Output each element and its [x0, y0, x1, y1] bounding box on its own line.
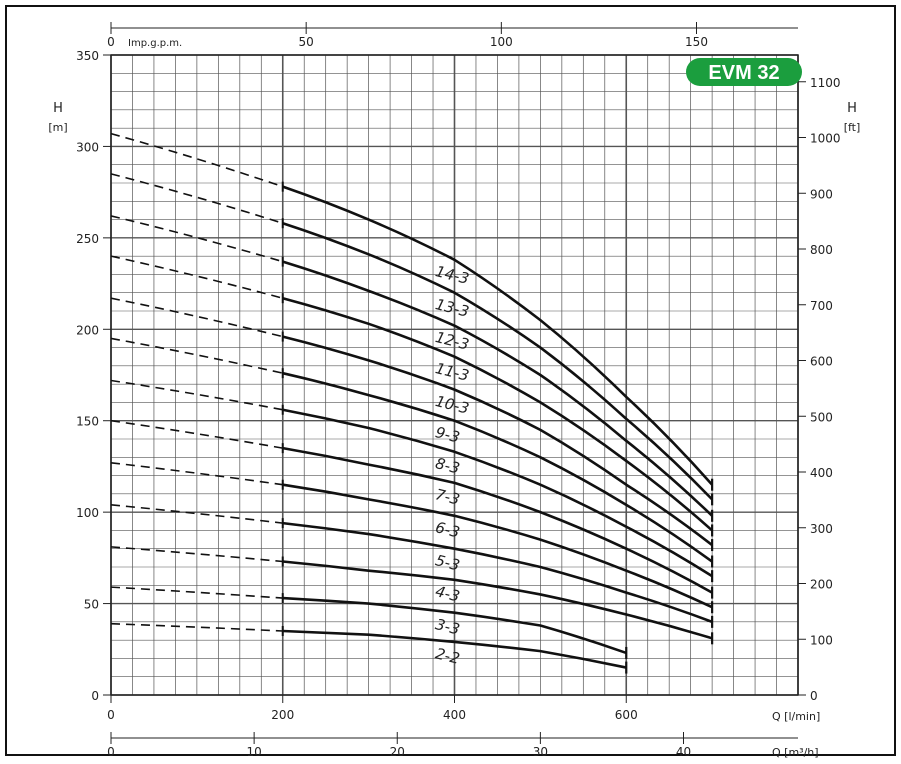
x-primary-tick-label: 600 [615, 708, 638, 722]
y-left-tick-label: 150 [76, 415, 99, 429]
badge-label: EVM 32 [708, 62, 779, 84]
x-bottom2-axis-label: Q [m³/h] [772, 746, 819, 759]
y-left-tick-label: 350 [76, 49, 99, 63]
curve-label: 8-3 [434, 454, 462, 477]
y-right-tick-label: 900 [810, 187, 833, 201]
curve-solid-12-3 [282, 260, 714, 517]
curve-solid-6-3 [282, 483, 713, 609]
x-primary-axis-label: Q [l/min] [772, 710, 820, 723]
y-right-tick-label: 1100 [810, 76, 841, 90]
curve-solid-10-3 [282, 335, 713, 547]
curve-solid-9-3 [282, 371, 713, 563]
x-top-tick-label: 50 [299, 35, 314, 49]
curve-solid-7-3 [282, 446, 713, 594]
x-primary-tick-label: 400 [443, 708, 466, 722]
curve-label: 6-3 [434, 518, 462, 541]
curve-solid-4-3 [282, 560, 713, 640]
y-right-tick-label: 600 [810, 355, 833, 369]
y-right-tick-label: 100 [810, 633, 833, 647]
curve-solid-14-3 [282, 185, 714, 486]
curve-solid-11-3 [282, 296, 713, 532]
curve-label: 2-2 [434, 644, 462, 667]
x-bottom2-tick-label: 20 [390, 745, 405, 759]
y-right-tick-label: 1000 [810, 132, 841, 146]
curve-dashed-6-3 [110, 461, 283, 486]
y-left-tick-label: 50 [84, 598, 99, 612]
x-bottom2-tick-label: 10 [246, 745, 261, 759]
curve-dashed-7-3 [110, 419, 283, 449]
y-left-tick-label: 300 [76, 140, 99, 154]
curve-solid-13-3 [282, 221, 714, 501]
curve-dashed-3-3 [110, 586, 283, 599]
y-left-tick-label: 0 [91, 689, 99, 703]
curve-dashed-13-3 [110, 173, 283, 224]
x-bottom2-tick-label: 40 [676, 745, 691, 759]
x-top-axis-label: Imp.g.p.m. [128, 38, 182, 49]
curve-dashed-14-3 [110, 132, 284, 188]
y-right-tick-label: 500 [810, 410, 833, 424]
curve-dashed-5-3 [110, 504, 283, 524]
curve-solid-2-2 [282, 629, 627, 669]
curve-label: 5-3 [434, 551, 462, 574]
curve-label: 4-3 [434, 582, 462, 605]
y-left-axis-label: H [53, 101, 63, 116]
x-primary-tick-label: 200 [271, 708, 294, 722]
y-right-tick-label: 700 [810, 299, 833, 313]
curve-solid-8-3 [282, 408, 713, 578]
x-bottom2-tick-label: 0 [107, 745, 115, 759]
curve-label: 7-3 [434, 485, 462, 508]
y-right-axis-unit: [ft] [844, 121, 861, 134]
curve-dashed-12-3 [110, 215, 283, 263]
curve-solid-3-3 [282, 596, 627, 655]
curve-solid-5-3 [282, 521, 713, 624]
x-top-tick-label: 0 [107, 35, 115, 49]
curve-dashed-8-3 [110, 379, 283, 411]
curves [110, 132, 714, 674]
y-left-tick-label: 200 [76, 323, 99, 337]
y-left-tick-label: 100 [76, 506, 99, 520]
y-right-tick-label: 400 [810, 466, 833, 480]
y-left-axis-unit: [m] [48, 121, 67, 134]
x-primary-tick-label: 0 [107, 708, 115, 722]
y-right-tick-label: 300 [810, 522, 833, 536]
curve-dashed-10-3 [110, 297, 283, 338]
y-right-tick-label: 0 [810, 689, 818, 703]
curve-dashed-11-3 [110, 255, 283, 299]
x-top-tick-label: 150 [685, 35, 708, 49]
x-bottom2-tick-label: 30 [533, 745, 548, 759]
curve-label: 3-3 [434, 615, 462, 638]
x-top-tick-label: 100 [490, 35, 513, 49]
curve-dashed-2-2 [110, 622, 283, 632]
y-right-axis-label: H [847, 101, 857, 116]
evm-badge: EVM 32 [686, 58, 802, 86]
curve-label: 9-3 [434, 423, 462, 446]
y-right-tick-label: 200 [810, 578, 833, 592]
curve-dashed-9-3 [110, 337, 283, 374]
axes: 050100150200250300350H[m]010020030040050… [48, 22, 860, 759]
y-right-tick-label: 800 [810, 243, 833, 257]
badge-background [686, 58, 802, 86]
y-left-tick-label: 250 [76, 232, 99, 246]
curve-dashed-4-3 [110, 546, 283, 563]
